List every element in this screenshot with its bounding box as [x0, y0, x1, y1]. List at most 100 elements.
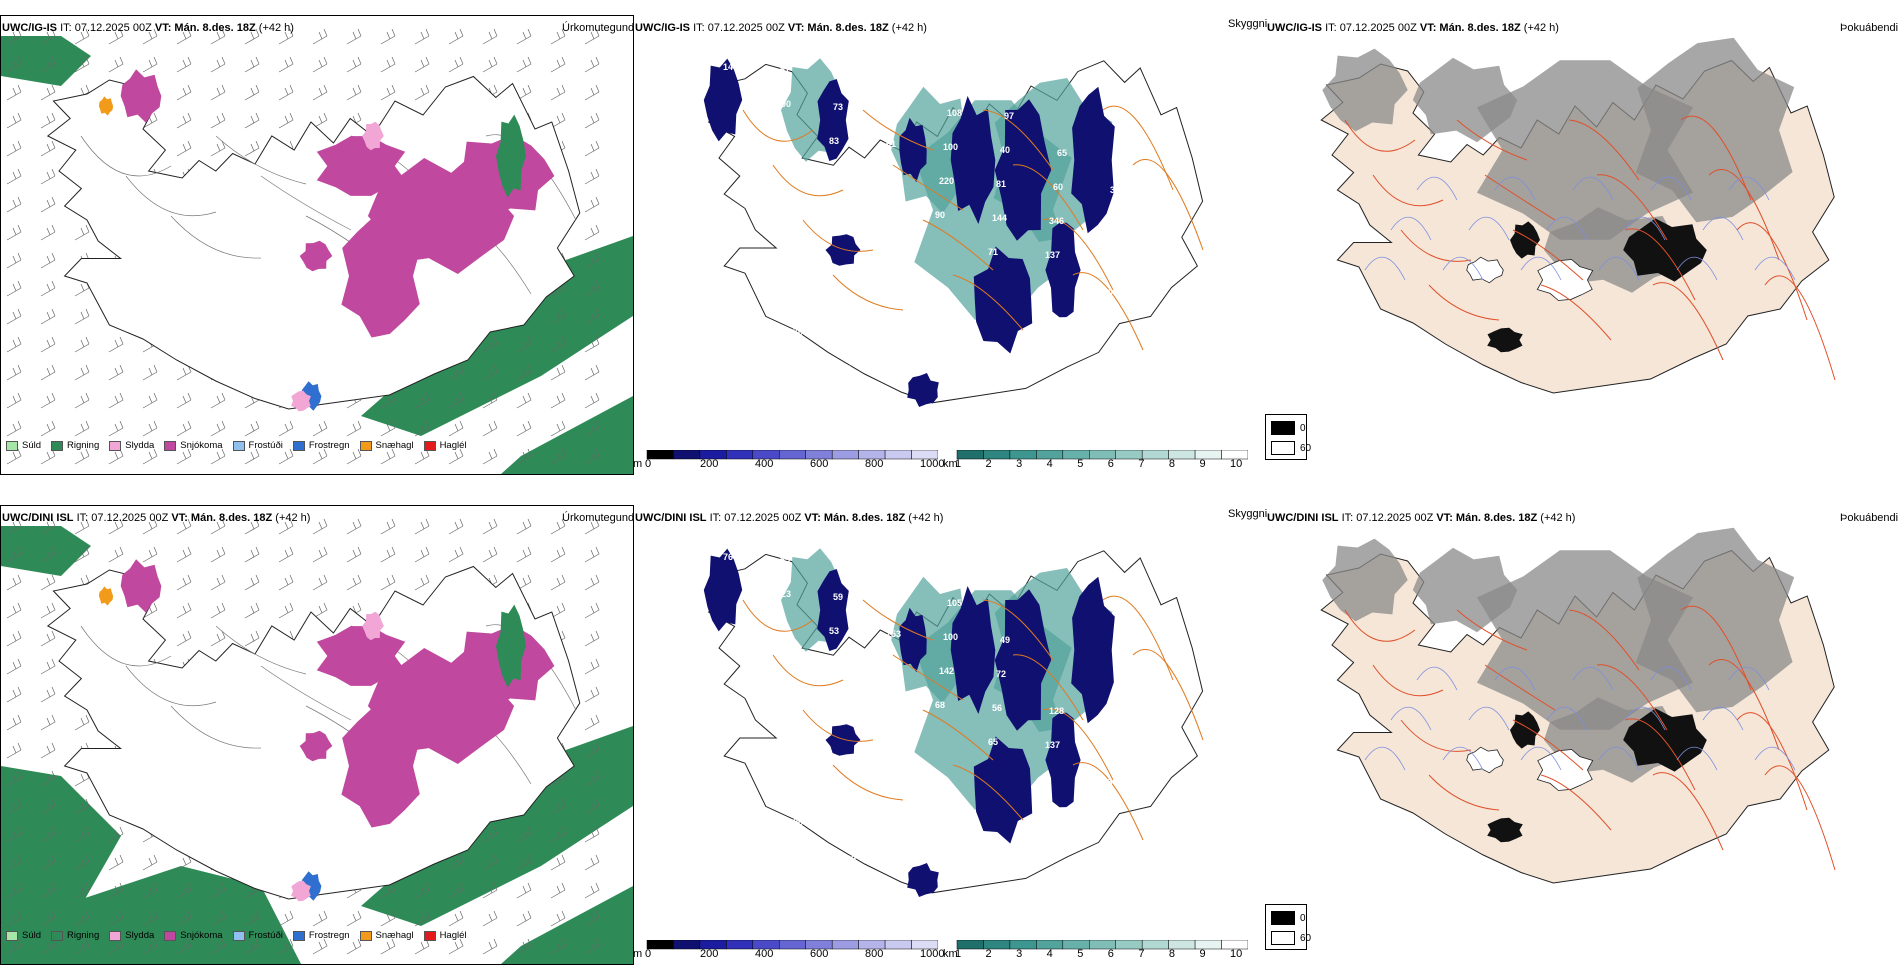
road-line [1012, 654, 1084, 721]
wind-barb [414, 420, 430, 437]
fog-legend-label: 0 [1300, 913, 1306, 924]
wind-barb [6, 574, 22, 591]
wind-barb [448, 882, 464, 899]
road-line [1400, 229, 1472, 262]
wind-barb [244, 84, 260, 101]
wind-barb [414, 882, 430, 899]
wind-barb [312, 84, 328, 101]
valid-time-label: VT: [1436, 512, 1453, 524]
dense-fog-area [1623, 708, 1707, 772]
snow-area [120, 69, 162, 123]
wind-barb [108, 448, 124, 465]
wind-barb [176, 448, 192, 465]
wind-barb [448, 392, 464, 409]
snow-depth-colorbar-bar [646, 940, 938, 950]
legend-item: Slydda [109, 930, 154, 941]
wind-barb [6, 280, 22, 297]
colorbar-segment [673, 450, 701, 460]
wind-barb [176, 546, 192, 563]
init-time: IT: 07.12.2025 00Z [709, 512, 802, 524]
snow-depth-label: 128 [1049, 706, 1064, 716]
wind-barb [482, 826, 498, 843]
river-line [1676, 746, 1718, 771]
road-line [1132, 649, 1204, 741]
wind-barb [74, 420, 90, 437]
wind-barb [516, 420, 532, 437]
wind-barb [74, 448, 90, 465]
valid-time: Mán. 8.des. 18Z [190, 512, 273, 524]
road-line [1072, 272, 1144, 351]
colorbar-tick: 3 [1016, 458, 1023, 470]
river-line [1416, 666, 1458, 691]
road-line [1624, 718, 1696, 791]
wind-barb [346, 84, 362, 101]
wind-barb [176, 112, 192, 129]
wind-barb [6, 882, 22, 899]
valid-time: Mán. 8.des. 18Z [1455, 512, 1538, 524]
wind-barb [176, 140, 192, 157]
road-line [1102, 105, 1174, 191]
road-line [862, 109, 934, 151]
wind-barb [40, 336, 56, 353]
wind-barb [482, 546, 498, 563]
road-line [832, 274, 904, 311]
wind-barb [6, 196, 22, 213]
wind-barb [584, 770, 600, 787]
wind-barb [74, 798, 90, 815]
wind-barb [210, 112, 226, 129]
wind-barb [210, 518, 226, 535]
wind-barb [142, 882, 158, 899]
snow-depth-label: 346 [1049, 216, 1064, 226]
legend-label: Frostregn [308, 440, 350, 451]
snow-depth-label: 74 [784, 361, 794, 371]
wind-barb [448, 546, 464, 563]
snow-depth-label: 139 [841, 854, 856, 864]
wind-barb [176, 420, 192, 437]
visibility-colorbar-bar [956, 940, 1248, 950]
snow-depth-label: 95 [739, 256, 749, 266]
wind-barb [244, 910, 260, 927]
precip-type-panel: UWC/IG-IS IT: 07.12.2025 00Z VT: Mán. 8.… [0, 10, 635, 480]
colorbar-segment [779, 940, 806, 950]
snow-depth-label: 56 [1094, 321, 1104, 331]
river-line [1364, 256, 1406, 281]
legend-swatch [423, 440, 436, 451]
colorbar-tick: 1 [955, 458, 962, 470]
road-line [1456, 609, 1528, 651]
river-line [1494, 176, 1536, 201]
sleet-area [362, 611, 384, 641]
road-line [260, 665, 352, 721]
wind-barb [40, 546, 56, 563]
snow-area [299, 730, 333, 762]
ice-pellet-area [98, 96, 114, 116]
wind-barb [482, 518, 498, 535]
legend-label: Frostúði [248, 440, 283, 451]
lead-time: (+42 h) [1540, 512, 1576, 524]
wind-barb [40, 252, 56, 269]
wind-barb [210, 574, 226, 591]
snow-depth-label: 65 [1057, 148, 1067, 158]
wind-barb [516, 56, 532, 73]
wind-barb [414, 938, 430, 955]
wind-barb [550, 56, 566, 73]
wind-barb [210, 630, 226, 647]
wind-barb [516, 854, 532, 871]
wind-barb [40, 742, 56, 759]
snow-depth-area [825, 234, 861, 266]
wind-barb [448, 420, 464, 437]
legend-label: Súld [22, 440, 42, 451]
glacier-outline [1536, 749, 1594, 791]
lead-time: (+42 h) [891, 22, 927, 34]
snow-depth-area [994, 589, 1052, 731]
road-line [1568, 609, 1640, 671]
snow-depth-area [899, 117, 927, 183]
wind-barb [312, 448, 328, 465]
river-line [1364, 746, 1406, 771]
valid-time: Mán. 8.des. 18Z [174, 22, 256, 34]
visibility-map: 76 123 53 56 68 65 79 70 61 55 59 253 142 56 137 113 62 6… [703, 548, 1204, 897]
snow-depth-label: 140 [723, 62, 738, 72]
wind-barb [414, 84, 430, 101]
wind-barb [6, 714, 22, 731]
fog-legend-label: 0 [1300, 423, 1306, 434]
valid-time-label: VT: [171, 512, 188, 524]
